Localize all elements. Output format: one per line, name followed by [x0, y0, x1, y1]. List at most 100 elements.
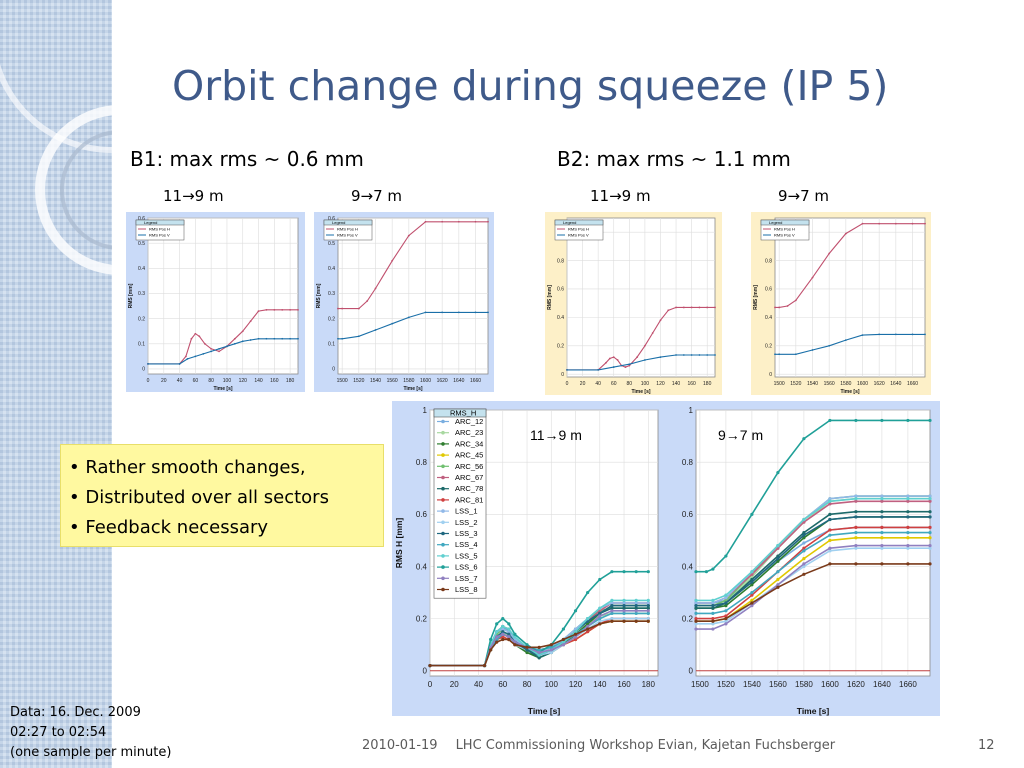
- x-tick-label: 20: [580, 381, 586, 387]
- x-tick-label: 100: [223, 378, 232, 384]
- data-point: [474, 220, 477, 223]
- data-point: [778, 306, 781, 309]
- y-tick-label: 0.4: [682, 562, 694, 571]
- data-point: [828, 538, 832, 542]
- x-axis-label: Time [s]: [631, 389, 650, 395]
- data-point: [854, 418, 858, 423]
- data-point: [844, 232, 847, 235]
- bullet-box: • Rather smooth changes, • Distributed o…: [60, 444, 384, 547]
- b1-chart-11-9: 0 20 40 60 80 100 120 140 160 180 0 0.1 0.2 0.3 0.4 0.5…: [126, 212, 305, 392]
- data-point: [537, 648, 541, 652]
- y-tick-label: 0.6: [416, 510, 428, 519]
- data-point: [610, 611, 614, 616]
- data-point: [690, 354, 693, 356]
- data-point: [646, 601, 650, 605]
- data-point: [724, 596, 728, 600]
- data-point: [854, 530, 858, 535]
- data-point: [561, 637, 566, 642]
- legend-marker: [441, 475, 445, 480]
- data-point: [561, 643, 566, 647]
- data-point: [854, 515, 858, 519]
- data-point: [643, 359, 646, 361]
- data-point: [622, 601, 626, 605]
- x-tick-label: 100: [641, 381, 650, 387]
- y-tick-label: 0: [142, 367, 145, 373]
- y-tick-label: 0.4: [138, 266, 145, 272]
- data-point: [612, 356, 615, 359]
- data-point: [690, 306, 693, 309]
- data-point: [854, 497, 858, 501]
- data-point: [828, 499, 832, 503]
- data-point: [610, 603, 614, 608]
- legend-entry: LSS_2: [455, 518, 478, 527]
- data-point: [495, 635, 499, 639]
- data-point: [605, 361, 607, 364]
- data-point: [610, 598, 614, 602]
- y-tick-label: 0.3: [138, 291, 145, 297]
- data-point: [634, 617, 638, 621]
- data-point: [289, 308, 292, 311]
- data-point: [573, 632, 578, 636]
- data-point: [549, 645, 553, 649]
- data-point: [297, 337, 299, 340]
- data-point: [257, 310, 260, 312]
- data-point: [776, 585, 780, 589]
- data-point: [646, 570, 650, 574]
- data-point: [854, 525, 858, 529]
- data-point: [501, 632, 505, 636]
- data-point: [598, 622, 602, 626]
- data-point: [501, 617, 505, 621]
- data-point: [776, 570, 780, 574]
- legend-header: [554, 219, 604, 226]
- y-tick-label: 0.6: [557, 287, 564, 293]
- data-point: [616, 359, 619, 361]
- x-tick-label: 1560: [824, 381, 835, 387]
- data-point: [828, 418, 832, 423]
- data-point: [482, 663, 487, 668]
- x-tick-label: 1540: [807, 381, 818, 387]
- data-point: [281, 337, 284, 340]
- data-point: [776, 470, 780, 475]
- data-point: [561, 640, 566, 644]
- data-point: [341, 307, 344, 310]
- x-tick-label: 1620: [437, 378, 448, 384]
- plot-area: [695, 409, 931, 677]
- data-point: [257, 337, 260, 340]
- data-point: [598, 609, 602, 613]
- x-tick-label: 1580: [795, 680, 813, 689]
- note-line: Data: 16. Dec. 2009: [10, 705, 141, 720]
- data-point: [634, 611, 638, 616]
- data-point: [598, 611, 602, 616]
- data-point: [634, 603, 638, 608]
- data-point: [724, 617, 728, 621]
- series-line: [430, 570, 649, 667]
- data-point: [828, 502, 832, 506]
- bullet-item: • Rather smooth changes,: [69, 457, 306, 478]
- data-point: [906, 510, 910, 514]
- y-tick-label: 0.8: [416, 458, 428, 467]
- data-point: [525, 643, 529, 647]
- data-point: [178, 363, 181, 365]
- data-point: [190, 337, 193, 340]
- data-point: [628, 363, 631, 366]
- data-point: [828, 344, 831, 347]
- y-tick-label: 0.2: [557, 344, 564, 350]
- legend-entry: RMS Pos V: [774, 233, 795, 238]
- data-point: [507, 622, 511, 626]
- legend-entry: LSS_5: [455, 551, 478, 560]
- data-point: [786, 305, 789, 307]
- legend-marker: [441, 453, 445, 457]
- data-point: [750, 583, 754, 587]
- data-point: [218, 350, 220, 353]
- x-tick-label: 1600: [857, 381, 868, 387]
- x-tick-label: 180: [286, 378, 295, 384]
- b1-header: B1: max rms ~ 0.6 mm: [130, 147, 364, 171]
- y-axis-label: RMS [mm]: [128, 283, 134, 308]
- data-point: [711, 603, 715, 608]
- data-point: [694, 601, 698, 605]
- data-point: [924, 333, 926, 336]
- y-tick-label: 0.5: [328, 241, 335, 247]
- data-point: [391, 259, 394, 262]
- x-tick-label: 1580: [840, 381, 851, 387]
- legend-entry: ARC_56: [455, 462, 483, 471]
